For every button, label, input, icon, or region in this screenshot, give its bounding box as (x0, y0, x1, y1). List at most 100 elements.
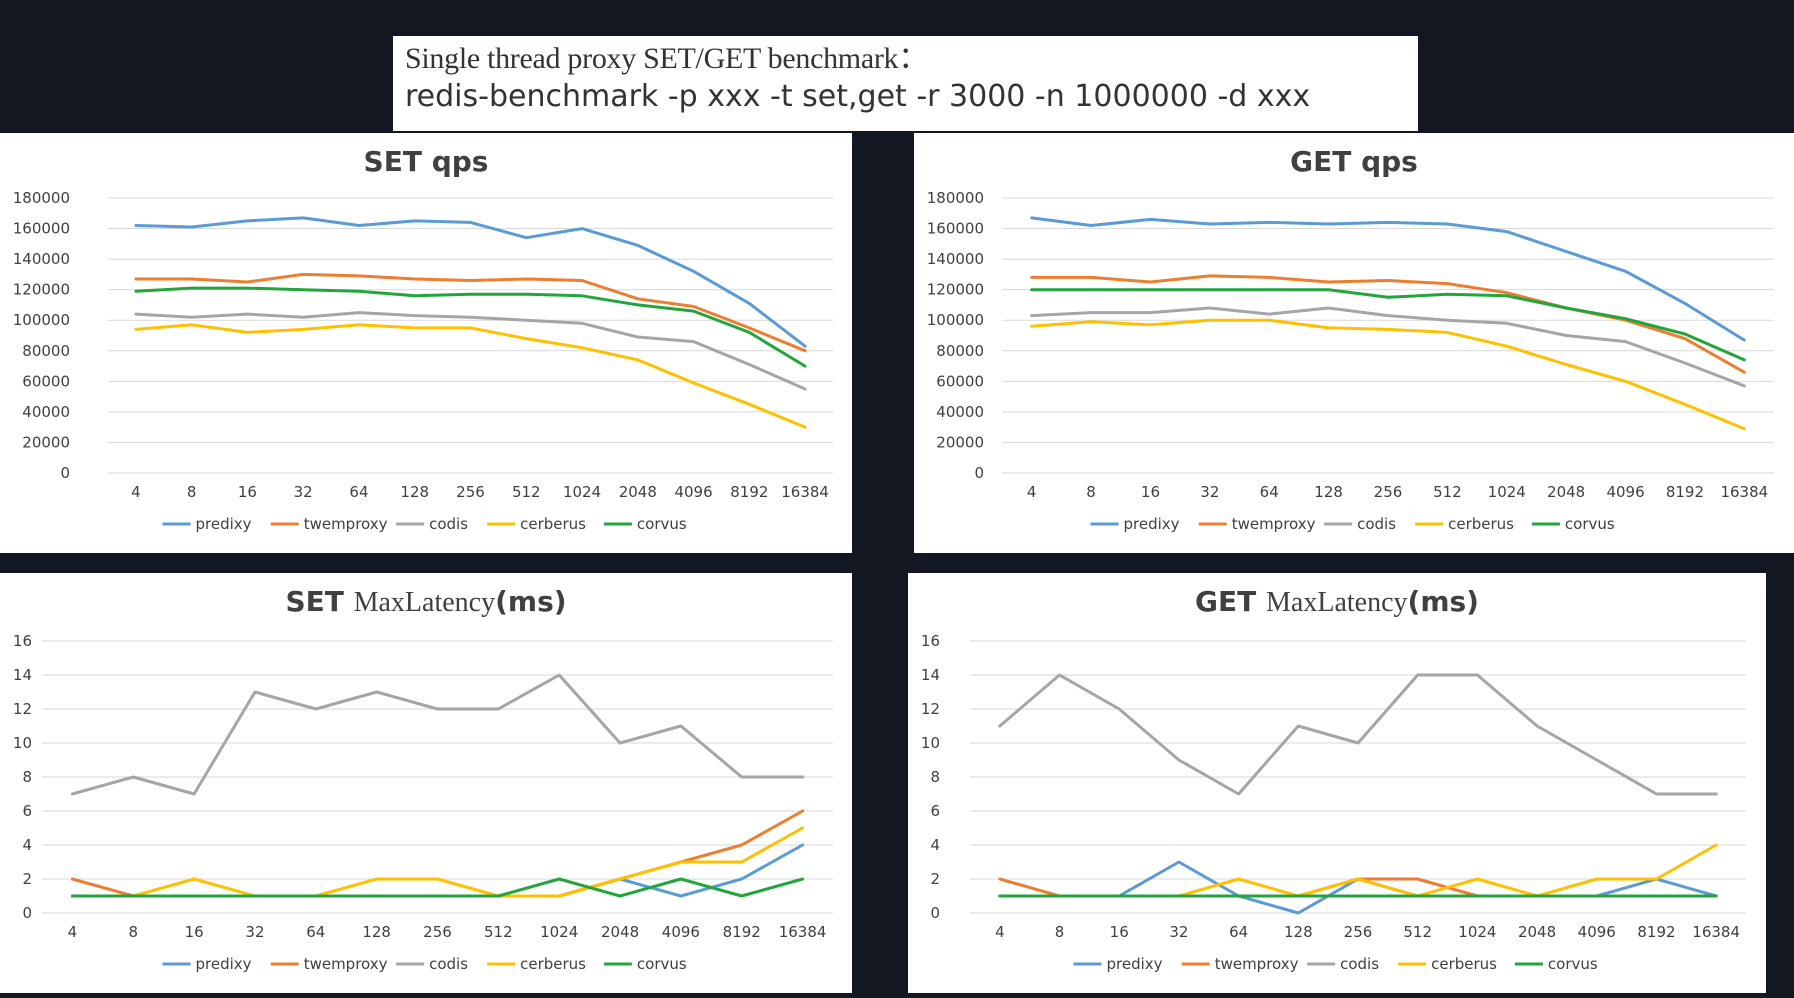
x-tick-label: 256 (423, 923, 452, 941)
get-qps-chart: GET qps 0 20000 40000 60000 80000 100000 120000… (914, 133, 1794, 553)
x-tick-label: 1024 (1458, 923, 1496, 941)
x-tick-label: 16 (185, 923, 204, 941)
y-tick-label: 160000 (13, 220, 70, 238)
x-tick-label: 512 (1433, 483, 1462, 501)
x-tick-label: 256 (1344, 923, 1373, 941)
legend-label-predixy: predixy (196, 515, 252, 533)
x-tick-label: 512 (1403, 923, 1432, 941)
x-tick-label: 512 (512, 483, 541, 501)
y-tick-label: 14 (921, 666, 940, 684)
x-tick-label: 2048 (1518, 923, 1556, 941)
legend-label-codis: codis (429, 515, 468, 533)
y-tick-label: 10 (921, 734, 940, 752)
y-tick-label: 60000 (22, 372, 70, 390)
x-tick-label: 4 (995, 923, 1005, 941)
y-tick-label: 20000 (936, 433, 984, 451)
chart-title-part: (ms) (495, 585, 566, 618)
x-tick-label: 4 (1027, 483, 1037, 501)
y-tick-label: 0 (974, 464, 984, 482)
x-tick-label: 16 (238, 483, 257, 501)
chart-svg: GET qps 0 20000 40000 60000 80000 100000 120000… (927, 145, 1774, 533)
set-qps-chart: SET qps 0 20000 40000 60000 80000 100000 120000… (0, 133, 852, 553)
series-line-codis (1030, 306, 1746, 388)
x-tick-label: 8192 (723, 923, 761, 941)
legend-label-predixy: predixy (1107, 955, 1163, 973)
chart-title-part: MaxLatency (1266, 587, 1408, 618)
chart-title: GET MaxLatency(ms) (1195, 585, 1479, 618)
legend-label-corvus: corvus (637, 955, 687, 973)
y-tick-label: 16 (13, 632, 32, 650)
legend-label-corvus: corvus (637, 515, 687, 533)
x-tick-label: 8 (1086, 483, 1096, 501)
x-tick-label: 16384 (1720, 483, 1768, 501)
x-tick-label: 1024 (540, 923, 578, 941)
chart-title-part: (ms) (1408, 585, 1479, 618)
y-tick-label: 180000 (13, 189, 70, 207)
x-tick-label: 16 (1141, 483, 1160, 501)
x-tick-label: 256 (456, 483, 485, 501)
y-tick-label: 40000 (936, 403, 984, 421)
chart-title-part: GET qps (1290, 145, 1418, 178)
series-line-corvus (1030, 288, 1746, 362)
y-tick-label: 6 (22, 802, 32, 820)
series-line-codis (134, 311, 807, 391)
y-tick-label: 2 (22, 870, 32, 888)
x-tick-label: 4096 (674, 483, 712, 501)
chart-title-part: MaxLatency (354, 587, 496, 618)
get-maxlatency-chart: GET MaxLatency(ms) 0 2 4 6 8 10 12 14 16 4 8 16 32 64 1… (908, 573, 1766, 993)
x-tick-label: 64 (1260, 483, 1279, 501)
x-tick-label: 8 (1055, 923, 1065, 941)
y-tick-label: 0 (930, 904, 940, 922)
x-tick-label: 8 (187, 483, 197, 501)
x-tick-label: 4 (131, 483, 141, 501)
y-tick-label: 6 (930, 802, 940, 820)
series-line-cerberus (1030, 318, 1746, 431)
x-tick-label: 4096 (1606, 483, 1644, 501)
y-tick-label: 80000 (22, 342, 70, 360)
x-tick-label: 128 (362, 923, 391, 941)
y-tick-label: 60000 (936, 372, 984, 390)
series-line-cerberus (134, 323, 807, 429)
series-line-cerberus (70, 826, 805, 898)
x-tick-label: 4096 (662, 923, 700, 941)
y-tick-label: 4 (930, 836, 940, 854)
legend-label-cerberus: cerberus (1431, 955, 1497, 973)
series-line-codis (70, 673, 805, 796)
y-tick-label: 80000 (936, 342, 984, 360)
x-tick-label: 16384 (1692, 923, 1740, 941)
legend-label-codis: codis (1357, 515, 1396, 533)
y-tick-label: 0 (60, 464, 70, 482)
x-tick-label: 32 (1200, 483, 1219, 501)
legend-label-predixy: predixy (1124, 515, 1180, 533)
x-tick-label: 1024 (563, 483, 601, 501)
x-tick-label: 8192 (1666, 483, 1704, 501)
legend-label-corvus: corvus (1565, 515, 1615, 533)
x-tick-label: 64 (1229, 923, 1248, 941)
x-tick-label: 8192 (1637, 923, 1675, 941)
y-tick-label: 10 (13, 734, 32, 752)
legend-label-codis: codis (1340, 955, 1379, 973)
y-tick-label: 0 (22, 904, 32, 922)
y-tick-label: 140000 (927, 250, 984, 268)
x-tick-label: 2048 (601, 923, 639, 941)
y-tick-label: 180000 (927, 189, 984, 207)
chart-svg: GET MaxLatency(ms) 0 2 4 6 8 10 12 14 16 4 8 16 32 64 1… (921, 585, 1746, 973)
y-tick-label: 14 (13, 666, 32, 684)
x-tick-label: 256 (1374, 483, 1403, 501)
x-tick-label: 128 (400, 483, 429, 501)
series-line-predixy (1030, 216, 1746, 342)
chart-title: GET qps (1290, 145, 1418, 178)
x-tick-label: 16384 (781, 483, 829, 501)
legend-label-twemproxy: twemproxy (304, 515, 388, 533)
legend-label-predixy: predixy (196, 955, 252, 973)
series-line-predixy (134, 216, 807, 348)
chart-title-part: SET qps (364, 145, 489, 178)
y-tick-label: 8 (930, 768, 940, 786)
legend-label-cerberus: cerberus (520, 515, 586, 533)
series-line-corvus (70, 877, 805, 898)
x-tick-label: 32 (294, 483, 313, 501)
chart-title-part: SET (285, 585, 353, 618)
y-tick-label: 4 (22, 836, 32, 854)
x-tick-label: 2048 (1547, 483, 1585, 501)
x-tick-label: 64 (349, 483, 368, 501)
